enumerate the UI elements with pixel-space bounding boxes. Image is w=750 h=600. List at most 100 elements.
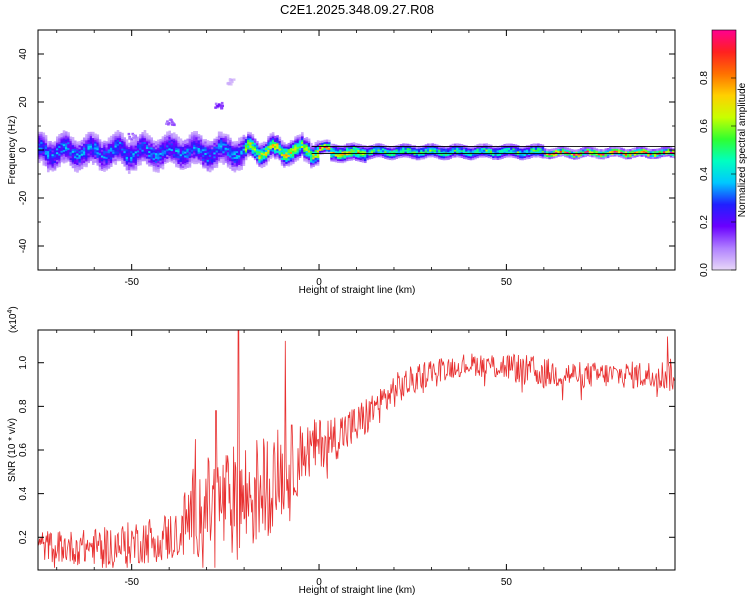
spectrogram-cell [258,150,261,154]
spectrogram-cell [55,157,59,160]
spectrogram-cell [96,153,100,157]
spectrogram-cell [393,155,396,158]
spectrogram-cell [125,168,129,171]
spectrogram-cell [154,148,158,152]
spectrogram-cell [422,147,426,150]
spectrogram-cell [89,131,93,135]
spectrogram-cell [159,144,163,148]
spectrogram-cell [49,167,52,171]
spectrogram-cell [82,152,86,156]
spectrogram-cell [287,158,291,161]
spectrogram-cell [528,146,531,150]
spectrogram-cell [530,144,533,147]
spectrogram-cell [231,145,234,148]
spectrogram-cell [543,150,547,153]
spectrogram-cell [163,161,167,164]
spectrogram-cell [258,143,261,146]
spectrogram-cell [85,145,88,149]
spectrogram-cell [631,149,635,153]
spectrogram-cell [172,159,176,162]
spectrogram-x-axis: -50 0 50 [56,30,657,288]
spectrogram-cell [145,146,149,150]
spectrogram-cell [323,147,327,150]
spectrogram-cell [274,156,277,160]
spectrogram-cell [435,146,439,149]
spectrogram-cell [242,153,246,157]
spectrogram-cell [148,150,151,154]
spectrogram-cell [519,150,522,153]
spectrogram-cell [78,152,82,155]
spectrogram-cell [217,131,221,134]
spectrogram-cell [303,159,306,162]
spectrogram-cell [235,162,239,165]
spectrogram-cell [217,154,221,157]
spectrogram-cell [303,155,306,158]
y-tick-label: -20 [18,190,29,205]
spectrogram-cell [638,154,641,157]
spectrogram-cell [145,162,149,165]
spectrogram-cell [118,141,122,144]
spectrogram-cell [604,154,608,157]
spectrogram-cell [188,155,192,159]
spectrogram-cell [49,164,52,167]
spectrogram-cell [361,150,365,154]
spectrogram-cell [303,145,306,149]
spectrogram-cell [386,155,390,158]
spectrogram-cell [190,141,194,145]
spectrogram-cell [381,149,385,153]
spectrogram-cell [91,135,95,139]
spectrogram-cell [478,143,482,146]
spectrogram-cell [44,163,48,167]
spectrogram-cell [38,131,41,135]
spectrogram-cell [334,158,338,161]
spectrogram-cell [566,149,569,152]
spectrogram-cell [654,156,657,159]
spectrogram-cell [408,148,412,151]
spectrogram-cell [67,155,70,158]
spectrogram-cell [89,143,93,146]
spectrogram-cell [280,147,284,151]
spectrogram-cell [584,150,587,154]
spectrogram-cell [118,139,122,142]
spectrogram-cell [303,147,306,150]
spectrogram-cell [222,135,225,138]
spectrogram-cell [89,158,93,162]
spectrogram-cell [148,156,151,159]
spectrogram-cell [222,139,225,142]
spectrogram-cell [359,150,363,153]
spectrogram-cell [159,165,163,169]
spectrogram-cell [330,149,333,152]
spectrogram-cell [197,149,201,152]
spectrogram-cell [145,156,149,159]
spectrogram-cell [240,138,243,142]
spectrogram-cell [289,139,293,143]
spectrogram-cell [186,146,189,149]
spectrogram-cell [139,161,142,164]
spectrogram-cell [525,151,529,154]
spectrogram-cell [303,153,306,156]
spectrogram-cell [213,153,216,157]
spectrogram-cell [116,139,120,143]
spectrogram-cell [471,146,475,149]
spectrogram-cell [505,151,509,154]
spectrogram-cell [256,154,259,157]
spectrogram-cell [114,145,118,148]
spectrogram-cell [55,147,59,151]
spectrogram-cell [215,159,219,163]
spectrogram-cell [393,151,396,154]
spectrogram-cell [627,149,630,152]
spectrogram-cell [258,147,261,150]
spectrogram-cell [208,146,212,150]
spectrogram-cell [177,138,180,141]
spectrogram-cell [49,141,52,144]
spectrogram-cell [296,146,300,149]
spectrogram-cell [370,148,374,152]
spectrogram-cell [238,166,241,169]
spectrogram-cell [139,143,142,147]
spectrogram-cell [172,151,176,155]
spectrogram-cell [253,140,257,143]
spectrogram-cell [71,144,75,148]
spectrogram-cell [539,147,542,151]
spectrogram-cell [310,164,313,167]
spectrogram-cell [528,154,531,157]
